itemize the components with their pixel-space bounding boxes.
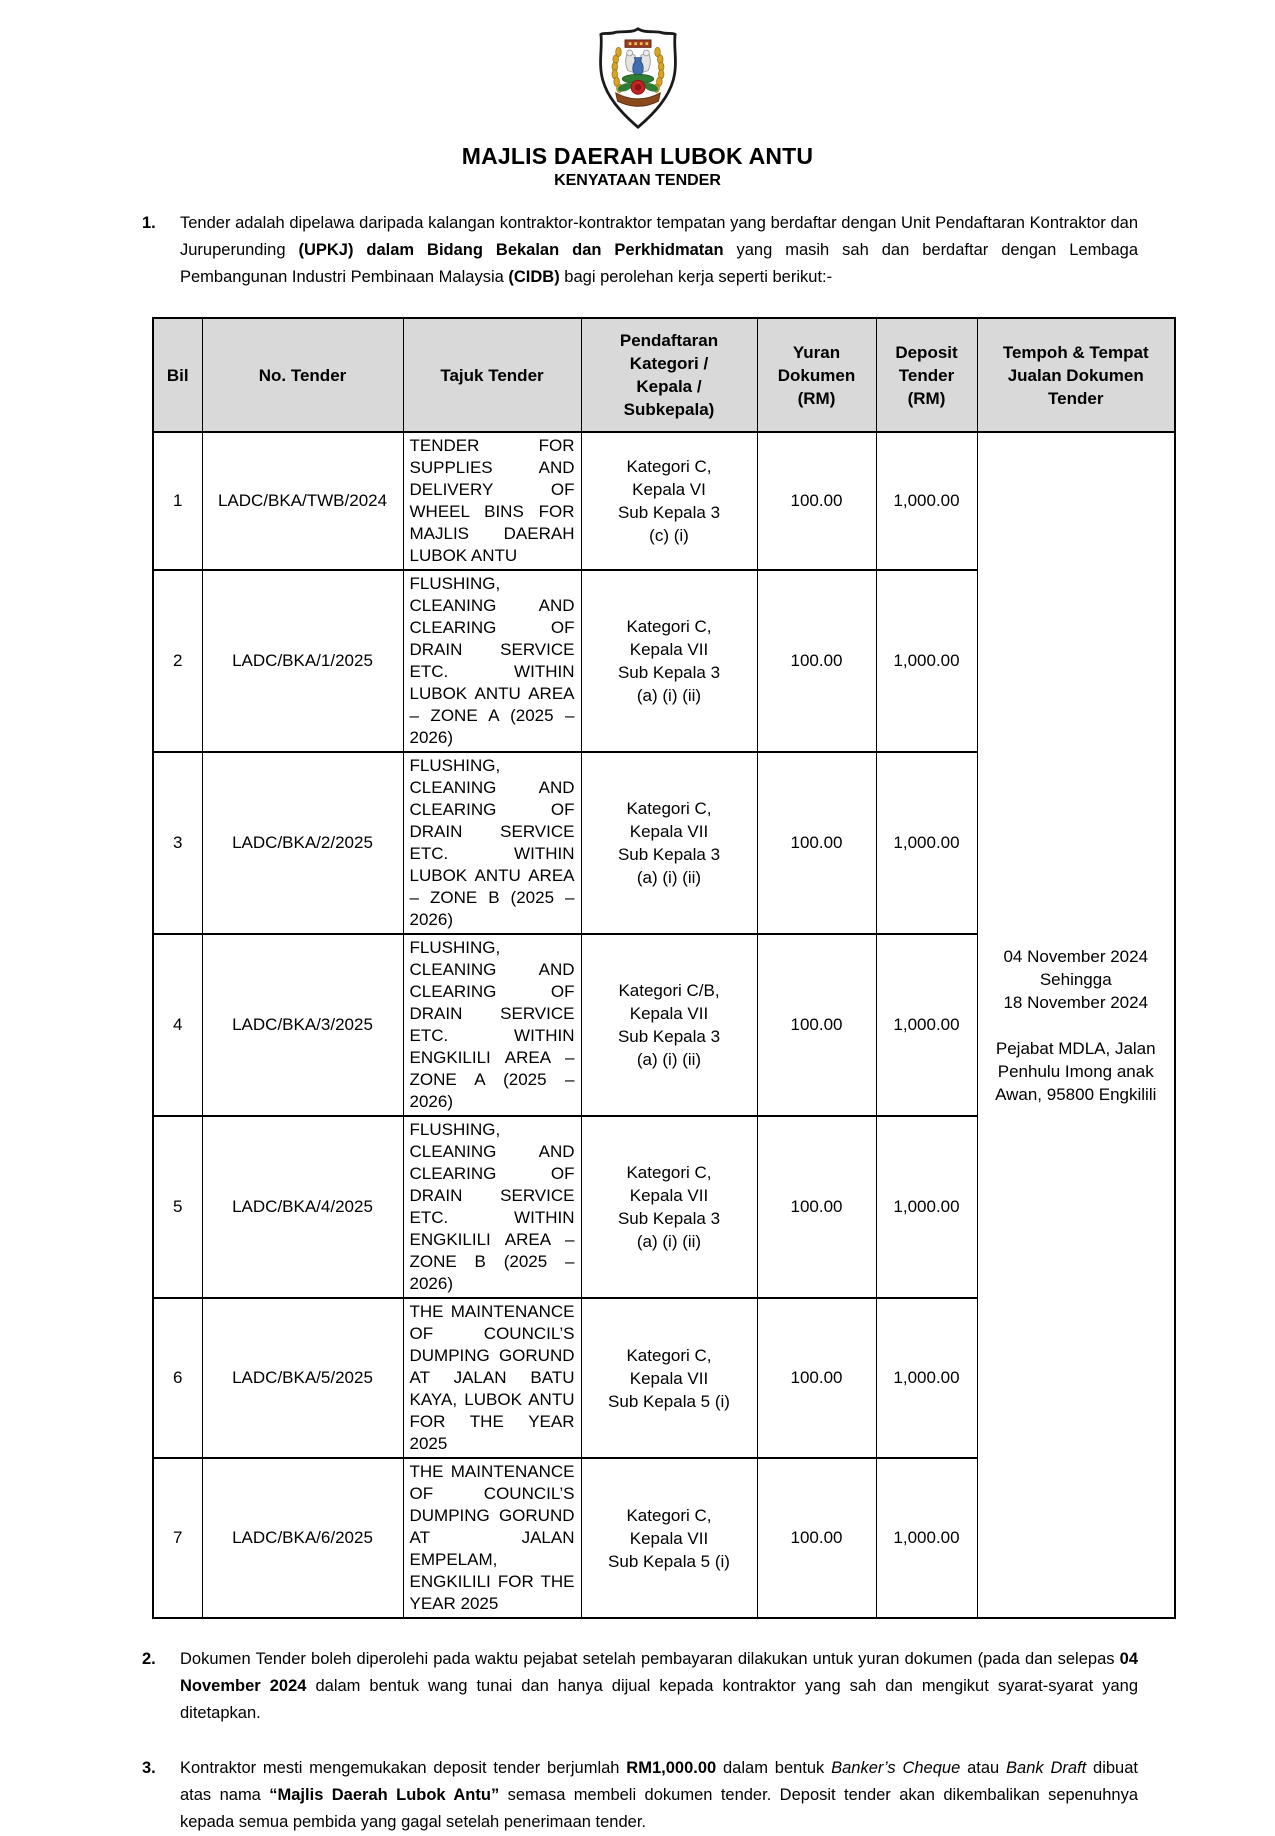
paragraph-1: 1. Tender adalah dipelawa daripada kalan… [142, 210, 1138, 291]
cell-deposit-tender: 1,000.00 [875, 933, 978, 1117]
cell-deposit-tender: 1,000.00 [875, 569, 978, 753]
cell-no-tender: LADC/BKA/4/2025 [201, 1115, 404, 1299]
paragraph-1-text: Tender adalah dipelawa daripada kalangan… [180, 214, 1139, 286]
col-header-tempoh-tempat: Tempoh & Tempat Jualan Dokumen Tender [976, 317, 1176, 433]
table-row-6: 6 LADC/BKA/5/2025 THE MAINTENANCE OF COU… [152, 1297, 1175, 1459]
cell-tajuk-tender: FLUSHING, CLEANING AND CLEARING OF DRAIN… [402, 751, 582, 935]
cell-pendaftaran-kategori: Kategori C, Kepala VI Sub Kepala 3 (c) (… [580, 431, 758, 571]
cell-bil: 7 [152, 1457, 203, 1619]
cell-bil: 5 [152, 1115, 203, 1299]
cell-bil: 1 [152, 431, 203, 571]
col-header-deposit-tender: Deposit Tender (RM) [875, 317, 978, 433]
paragraph-1-number: 1. [142, 214, 156, 232]
cell-pendaftaran-kategori: Kategori C, Kepala VII Sub Kepala 3 (a) … [580, 1115, 758, 1299]
cell-yuran-dokumen: 100.00 [756, 1297, 877, 1459]
page-subtitle: KENYATAAN TENDER [554, 172, 721, 189]
cell-tajuk-tender: FLUSHING, CLEANING AND CLEARING OF DRAIN… [402, 1115, 582, 1299]
council-crest [0, 0, 1275, 135]
cell-deposit-tender: 1,000.00 [875, 1297, 978, 1459]
cell-no-tender: LADC/BKA/2/2025 [201, 751, 404, 935]
cell-yuran-dokumen: 100.00 [756, 431, 877, 571]
tender-table: Bil No. Tender Tajuk Tender Pendaftaran … [152, 317, 1176, 1619]
cell-yuran-dokumen: 100.00 [756, 569, 877, 753]
cell-no-tender: LADC/BKA/1/2025 [201, 569, 404, 753]
cell-pendaftaran-kategori: Kategori C, Kepala VII Sub Kepala 5 (i) [580, 1457, 758, 1619]
cell-yuran-dokumen: 100.00 [756, 1115, 877, 1299]
cell-tajuk-tender: THE MAINTENANCE OF COUNCIL’S DUMPING GOR… [402, 1457, 582, 1619]
cell-tajuk-tender: FLUSHING, CLEANING AND CLEARING OF DRAIN… [402, 933, 582, 1117]
paragraph-3: 3. Kontraktor mesti mengemukakan deposit… [142, 1755, 1138, 1836]
table-row-1: 1 LADC/BKA/TWB/2024 TENDER FOR SUPPLIES … [152, 431, 1176, 1619]
cell-bil: 4 [152, 933, 203, 1117]
col-header-pendaftaran: Pendaftaran Kategori / Kepala / Subkepal… [580, 317, 758, 433]
cell-pendaftaran-kategori: Kategori C, Kepala VII Sub Kepala 3 (a) … [580, 569, 758, 753]
cell-yuran-dokumen: 100.00 [756, 933, 877, 1117]
paragraph-2-number: 2. [142, 1650, 156, 1668]
table-row-3: 3 LADC/BKA/2/2025 FLUSHING, CLEANING AND… [152, 751, 1175, 935]
table-header-row: Bil No. Tender Tajuk Tender Pendaftaran … [152, 317, 1176, 433]
cell-no-tender: LADC/BKA/3/2025 [201, 933, 404, 1117]
col-header-no-tender: No. Tender [201, 317, 404, 433]
cell-yuran-dokumen: 100.00 [756, 751, 877, 935]
col-header-bil: Bil [152, 317, 203, 433]
table-row-5: 5 LADC/BKA/4/2025 FLUSHING, CLEANING AND… [152, 1115, 1175, 1299]
cell-no-tender: LADC/BKA/5/2025 [201, 1297, 404, 1459]
council-crest-icon [598, 27, 677, 130]
cell-bil: 2 [152, 569, 203, 753]
cell-tajuk-tender: TENDER FOR SUPPLIES AND DELIVERY OF WHEE… [402, 431, 582, 571]
cell-deposit-tender: 1,000.00 [875, 751, 978, 935]
table-row-2: 2 LADC/BKA/1/2025 FLUSHING, CLEANING AND… [152, 569, 1175, 753]
cell-tajuk-tender: FLUSHING, CLEANING AND CLEARING OF DRAIN… [402, 569, 582, 753]
col-header-tajuk-tender: Tajuk Tender [402, 317, 582, 433]
paragraph-3-number: 3. [142, 1759, 156, 1777]
cell-deposit-tender: 1,000.00 [875, 1457, 978, 1619]
table-row-4: 4 LADC/BKA/3/2025 FLUSHING, CLEANING AND… [152, 933, 1175, 1117]
table-row-7: 7 LADC/BKA/6/2025 THE MAINTENANCE OF COU… [152, 1457, 1175, 1619]
cell-bil: 6 [152, 1297, 203, 1459]
cell-tajuk-tender: THE MAINTENANCE OF COUNCIL’S DUMPING GOR… [402, 1297, 582, 1459]
cell-pendaftaran-kategori: Kategori C, Kepala VII Sub Kepala 5 (i) [580, 1297, 758, 1459]
cell-pendaftaran-kategori: Kategori C/B, Kepala VII Sub Kepala 3 (a… [580, 933, 758, 1117]
cell-yuran-dokumen: 100.00 [756, 1457, 877, 1619]
page-title: MAJLIS DAERAH LUBOK ANTU [461, 143, 814, 169]
cell-pendaftaran-kategori: Kategori C, Kepala VII Sub Kepala 3 (a) … [580, 751, 758, 935]
paragraph-2: 2. Dokumen Tender boleh diperolehi pada … [142, 1646, 1138, 1727]
paragraph-2-text: Dokumen Tender boleh diperolehi pada wak… [180, 1650, 1138, 1722]
cell-deposit-tender: 1,000.00 [875, 1115, 978, 1299]
cell-bil: 3 [152, 751, 203, 935]
paragraph-3-text: Kontraktor mesti mengemukakan deposit te… [180, 1759, 1138, 1831]
col-header-yuran-dokumen: Yuran Dokumen (RM) [756, 317, 877, 433]
cell-tempoh-tempat: 04 November 2024 Sehingga 18 November 20… [976, 431, 1176, 1619]
cell-deposit-tender: 1,000.00 [875, 431, 978, 571]
cell-no-tender: LADC/BKA/6/2025 [201, 1457, 404, 1619]
cell-no-tender: LADC/BKA/TWB/2024 [201, 431, 404, 571]
